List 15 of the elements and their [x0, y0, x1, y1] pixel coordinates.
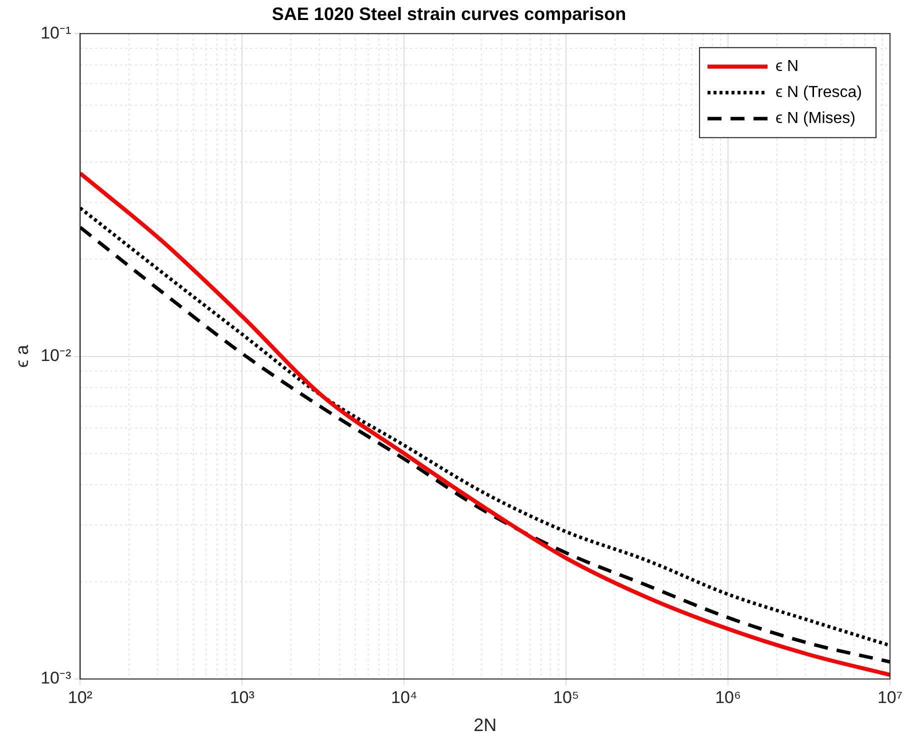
- y-tick-label: 10⁻²: [40, 346, 72, 365]
- legend-label: ϵ N (Tresca): [776, 84, 862, 102]
- legend-label: ϵ N: [776, 58, 799, 76]
- x-tick-label: 10⁴: [390, 688, 418, 707]
- legend-label: ϵ N (Mises): [776, 110, 856, 128]
- x-tick-label: 10⁶: [715, 688, 741, 707]
- y-tick-label: 10⁻³: [40, 668, 72, 688]
- x-tick-label: 10⁷: [877, 688, 903, 707]
- chart-title: SAE 1020 Steel strain curves comparison: [272, 4, 626, 24]
- y-axis-title: ϵ a: [12, 344, 32, 368]
- y-tick-label: 10⁻¹: [40, 23, 72, 42]
- x-tick-label: 10²: [68, 688, 93, 707]
- x-tick-label: 10⁵: [553, 688, 580, 707]
- x-tick-label: 10³: [230, 688, 255, 707]
- x-axis-title: 2N: [474, 715, 497, 736]
